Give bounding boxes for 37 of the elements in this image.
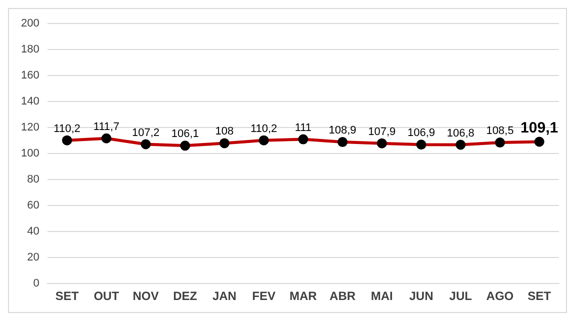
y-tick-label: 40 <box>27 226 40 238</box>
data-label: 106,9 <box>407 127 436 140</box>
x-tick-label: AGO <box>486 289 514 304</box>
x-tick-label: NOV <box>132 289 159 304</box>
y-tick-label: 200 <box>20 18 40 30</box>
x-tick-label: DEZ <box>173 289 198 304</box>
y-tick-label: 180 <box>20 44 40 56</box>
x-tick-label: SET <box>528 289 552 304</box>
data-label: 108,9 <box>328 124 356 137</box>
data-label: 107,9 <box>368 126 396 138</box>
x-tick-label: SET <box>55 289 80 304</box>
y-tick-label: 100 <box>20 148 40 160</box>
y-tick-label: 20 <box>27 252 40 264</box>
y-tick-label: 160 <box>20 70 40 82</box>
data-label: 110,2 <box>54 122 80 135</box>
data-label: 108 <box>215 126 234 138</box>
x-tick-label: FEV <box>252 289 276 304</box>
x-tick-label: OUT <box>94 289 120 304</box>
y-tick-label: 0 <box>33 278 40 290</box>
x-tick-label: ABR <box>330 289 356 304</box>
x-tick-label: JUN <box>409 289 434 304</box>
x-tick-label: MAR <box>290 289 318 304</box>
data-label: 107,2 <box>132 126 160 139</box>
data-label: 108,5 <box>486 125 514 138</box>
y-tick-label: 80 <box>27 174 40 186</box>
x-tick-label: JUL <box>449 289 472 304</box>
y-tick-label: 60 <box>27 200 40 212</box>
data-label: 111,7 <box>93 120 120 133</box>
data-label: 110,2 <box>250 122 278 135</box>
x-tick-label: MAI <box>370 289 393 304</box>
x-tick-label: JAN <box>212 289 236 304</box>
data-label: 111 <box>294 122 312 134</box>
data-label: 106,8 <box>446 127 474 140</box>
data-label: 106,1 <box>171 128 199 140</box>
data-label: 109,1 <box>520 119 558 136</box>
y-tick-label: 120 <box>20 122 40 134</box>
y-tick-label: 140 <box>20 96 40 108</box>
